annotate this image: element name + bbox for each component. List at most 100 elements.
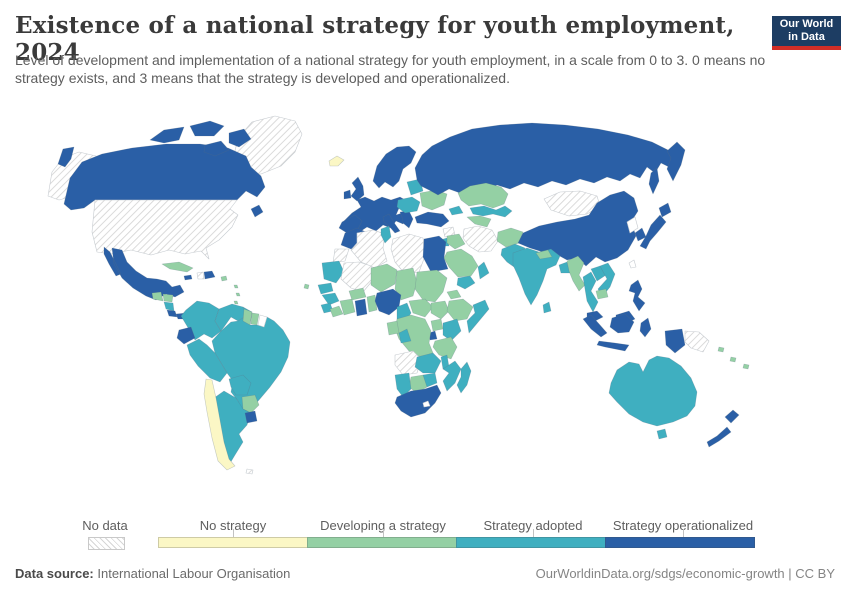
region-indonesia[interactable] <box>582 313 686 354</box>
region-senegal[interactable] <box>317 282 334 295</box>
region-costa-rica[interactable] <box>166 309 178 318</box>
region-turkmenistan[interactable] <box>466 215 492 228</box>
region-cote-divoire[interactable] <box>339 298 356 316</box>
legend-swatch-operationalized[interactable] <box>605 537 755 548</box>
region-somalia[interactable] <box>466 299 490 334</box>
region-ireland[interactable] <box>343 189 352 200</box>
region-ecuador[interactable] <box>176 326 196 345</box>
legend-swatch-adopted[interactable] <box>456 537 606 548</box>
region-canadian-arctic-islands[interactable] <box>149 120 252 157</box>
region-iceland[interactable] <box>328 155 345 167</box>
region-ghana[interactable] <box>354 298 368 317</box>
region-mali[interactable] <box>340 261 374 293</box>
region-south-sudan[interactable] <box>430 300 450 320</box>
region-caucasus[interactable] <box>448 205 464 216</box>
region-tunisia[interactable] <box>380 225 392 244</box>
region-chile[interactable] <box>203 378 236 471</box>
region-central-african-republic[interactable] <box>408 298 434 318</box>
region-sudan[interactable] <box>414 269 448 303</box>
region-united-kingdom[interactable] <box>350 176 365 202</box>
region-falkland-islands[interactable] <box>245 468 254 475</box>
region-madagascar[interactable] <box>456 361 472 394</box>
region-new-zealand[interactable] <box>706 409 740 448</box>
region-suriname[interactable] <box>250 312 260 326</box>
region-algeria[interactable] <box>350 229 388 269</box>
region-chukotka[interactable] <box>57 146 75 168</box>
region-burkina-faso[interactable] <box>348 287 367 301</box>
region-saudi-arabia[interactable] <box>443 248 479 278</box>
region-french-guiana[interactable] <box>257 314 268 328</box>
region-thailand[interactable] <box>582 271 599 313</box>
region-north-korea[interactable] <box>626 216 639 234</box>
region-bolivia[interactable] <box>228 374 252 396</box>
region-india[interactable] <box>512 247 561 306</box>
region-cuba[interactable] <box>161 261 194 273</box>
region-guinea[interactable] <box>321 292 340 306</box>
region-eritrea[interactable] <box>446 289 462 300</box>
region-gabon[interactable] <box>386 320 400 336</box>
legend-swatch-developing[interactable] <box>307 537 457 548</box>
legend-swatch-no-strategy[interactable] <box>158 537 308 548</box>
region-guyana[interactable] <box>242 308 253 326</box>
region-cape-verde[interactable] <box>303 283 310 290</box>
region-newfoundland[interactable] <box>250 204 264 218</box>
region-mexico[interactable] <box>103 246 185 301</box>
region-tasmania[interactable] <box>656 428 668 440</box>
region-guatemala[interactable] <box>151 291 164 302</box>
region-tanzania[interactable] <box>432 336 458 360</box>
region-liberia[interactable] <box>329 305 344 318</box>
region-dominican-republic[interactable] <box>203 270 216 280</box>
region-nicaragua[interactable] <box>163 301 175 312</box>
region-iraq[interactable] <box>446 233 466 250</box>
region-paraguay[interactable] <box>241 394 260 414</box>
footer-link[interactable]: OurWorldinData.org/sdgs/economic-growth … <box>535 566 835 581</box>
region-togo-benin[interactable] <box>366 294 378 313</box>
region-turkey[interactable] <box>414 211 450 228</box>
region-peru[interactable] <box>186 338 228 383</box>
region-italy[interactable] <box>382 213 401 234</box>
region-mauritania[interactable] <box>321 260 345 284</box>
region-russia[interactable] <box>414 122 677 196</box>
region-papua-new-guinea[interactable] <box>684 330 710 353</box>
region-western-sahara[interactable] <box>332 248 350 264</box>
region-egypt[interactable] <box>422 235 449 273</box>
region-pacific-islands[interactable] <box>717 346 750 370</box>
region-oman[interactable] <box>477 261 490 280</box>
region-kenya[interactable] <box>442 318 462 342</box>
region-iran[interactable] <box>462 225 499 253</box>
region-haiti[interactable] <box>196 271 205 280</box>
region-uruguay[interactable] <box>244 410 258 424</box>
region-honduras[interactable] <box>162 293 174 303</box>
region-sakhalin[interactable] <box>648 167 660 195</box>
region-ethiopia[interactable] <box>446 298 474 322</box>
region-yemen[interactable] <box>456 275 476 290</box>
region-cambodia[interactable] <box>595 288 609 300</box>
region-libya[interactable] <box>390 233 426 275</box>
region-afghanistan[interactable] <box>496 227 524 248</box>
region-australia[interactable] <box>608 355 698 427</box>
region-philippines[interactable] <box>628 279 646 312</box>
region-kazakhstan[interactable] <box>457 182 509 209</box>
region-puerto-rico[interactable] <box>220 275 228 282</box>
region-congo[interactable] <box>398 328 412 344</box>
region-central-europe[interactable] <box>396 196 421 214</box>
region-angola[interactable] <box>394 350 422 376</box>
region-myanmar[interactable] <box>566 255 586 292</box>
region-venezuela[interactable] <box>214 303 248 332</box>
region-mozambique[interactable] <box>442 360 462 392</box>
region-south-africa[interactable] <box>394 384 442 418</box>
legend-no-data-swatch[interactable] <box>88 537 125 550</box>
region-lesotho[interactable] <box>422 400 431 408</box>
region-uganda[interactable] <box>430 318 444 332</box>
region-ukraine[interactable] <box>419 189 448 211</box>
region-taiwan[interactable] <box>628 259 637 269</box>
region-lesser-antilles[interactable] <box>233 284 241 305</box>
region-chad[interactable] <box>394 267 418 301</box>
region-nigeria[interactable] <box>374 288 402 316</box>
region-kamchatka[interactable] <box>666 141 686 182</box>
region-niger[interactable] <box>370 263 398 293</box>
region-nepal[interactable] <box>535 249 553 260</box>
region-sri-lanka[interactable] <box>542 301 552 314</box>
owid-logo[interactable]: Our World in Data <box>772 16 841 50</box>
region-brazil[interactable] <box>211 306 291 420</box>
